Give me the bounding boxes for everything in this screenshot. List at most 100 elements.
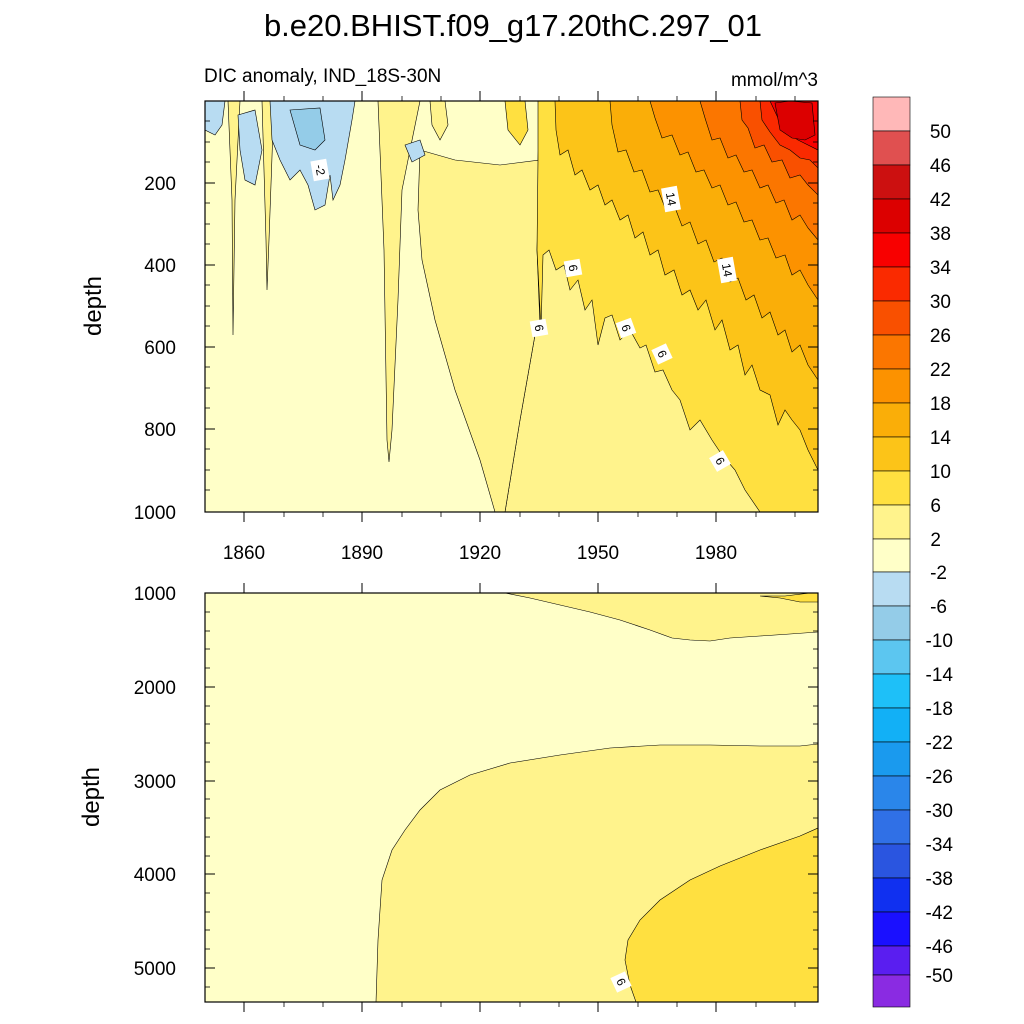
svg-text:-2: -2 bbox=[312, 164, 328, 177]
upper-ytick-200: 200 bbox=[144, 174, 176, 195]
colorbar-box-p30 bbox=[872, 266, 911, 302]
colorbar-label-m30: -30 bbox=[926, 801, 953, 822]
lower-ytick-2000: 2000 bbox=[134, 678, 176, 699]
colorbar-box-p18 bbox=[872, 368, 911, 404]
colorbar-box-m6 bbox=[872, 571, 911, 607]
colorbar-box-p26 bbox=[872, 300, 911, 336]
band-upper-m6-b bbox=[205, 101, 226, 136]
band-lower-p6-deep bbox=[624, 827, 818, 1002]
band-upper-m10 bbox=[289, 107, 326, 151]
colorbar-label-22: 22 bbox=[930, 360, 951, 381]
colorbar-box-m2 bbox=[872, 538, 911, 573]
colorbar-box-top bbox=[872, 96, 911, 132]
contour-label-m2: -2 bbox=[310, 158, 330, 182]
contour-label-lower-6: 6 bbox=[610, 971, 632, 993]
subtitle-units: mmol/m^3 bbox=[731, 70, 818, 91]
colorbar-label-14: 14 bbox=[930, 428, 952, 449]
band-upper-p2-blob-a bbox=[429, 101, 449, 141]
upper-ytick-800: 800 bbox=[144, 420, 176, 441]
colorbar-label-m46: -46 bbox=[926, 937, 953, 958]
svg-text:14: 14 bbox=[663, 191, 679, 207]
colorbar-box-m14 bbox=[872, 639, 911, 675]
lower-ytick-3000: 3000 bbox=[134, 772, 176, 793]
colorbar-label-10: 10 bbox=[930, 462, 951, 483]
band-upper-p2-spike-3 bbox=[261, 101, 275, 291]
colorbar-label-m38: -38 bbox=[926, 869, 953, 890]
colorbar-box-p14 bbox=[872, 402, 911, 438]
colorbar-box-m18 bbox=[872, 673, 911, 709]
svg-text:14: 14 bbox=[719, 262, 735, 278]
colorbar-label-m2: -2 bbox=[930, 563, 947, 584]
band-upper-p2-spike-2 bbox=[227, 101, 241, 336]
colorbar-box-p6 bbox=[872, 470, 911, 506]
lower-ytick-5000: 5000 bbox=[134, 959, 176, 980]
band-upper-p2-spike-1 bbox=[377, 101, 421, 463]
contour-label-6-e: 6 bbox=[709, 450, 731, 472]
upper-minor-ticks bbox=[205, 96, 818, 517]
colorbar-label-m18: -18 bbox=[926, 699, 953, 720]
contour-label-14-b: 14 bbox=[717, 256, 737, 284]
colorbar-box-m22 bbox=[872, 707, 911, 743]
colorbar-box-m42 bbox=[872, 877, 911, 913]
upper-plot-frame bbox=[204, 100, 819, 513]
figure-title: b.e20.BHIST.f09_g17.20thC.297_01 bbox=[264, 8, 762, 43]
colorbar-label-50: 50 bbox=[930, 122, 951, 143]
colorbar-box-p46 bbox=[872, 130, 911, 166]
colorbar-box-p42 bbox=[872, 164, 911, 200]
lower-ytick-1000: 1000 bbox=[134, 584, 176, 605]
colorbar-label-m10: -10 bbox=[926, 631, 953, 652]
svg-text:6: 6 bbox=[618, 322, 634, 333]
colorbar-label-6: 6 bbox=[930, 496, 941, 517]
band-upper-m6-c bbox=[237, 109, 263, 186]
band-upper-m6-d bbox=[404, 139, 426, 163]
xtick-1920: 1920 bbox=[459, 543, 501, 564]
colorbar-box-m10 bbox=[872, 605, 911, 641]
upper-axis-ticks bbox=[205, 91, 818, 522]
colorbar-box-m38 bbox=[872, 843, 911, 879]
colorbar-box-m50 bbox=[872, 945, 911, 976]
colorbar-box-p10 bbox=[872, 436, 911, 472]
colorbar-label-m14: -14 bbox=[926, 665, 954, 686]
colorbar-box-m34 bbox=[872, 809, 911, 845]
colorbar-label-m22: -22 bbox=[926, 733, 953, 754]
upper-panel: 200 400 600 800 1000 1860 1890 1920 1950… bbox=[80, 91, 819, 564]
colorbar-label-m26: -26 bbox=[926, 767, 953, 788]
svg-text:6: 6 bbox=[566, 263, 581, 272]
colorbar-box-bottom bbox=[872, 974, 911, 1008]
colorbar-label-30: 30 bbox=[930, 292, 951, 313]
upper-ytick-400: 400 bbox=[144, 256, 176, 277]
xtick-1890: 1890 bbox=[341, 543, 383, 564]
colorbar-box-p22 bbox=[872, 334, 911, 370]
colorbar-label-2: 2 bbox=[930, 530, 941, 551]
band-upper-p2-region bbox=[417, 149, 541, 512]
colorbar-label-38: 38 bbox=[930, 224, 951, 245]
colorbar-label-m6: -6 bbox=[930, 597, 947, 618]
colorbar-box-m26 bbox=[872, 741, 911, 777]
lower-ylabel: depth bbox=[78, 767, 105, 827]
band-lower-p2-top bbox=[504, 593, 818, 642]
xtick-1860: 1860 bbox=[223, 543, 265, 564]
svg-text:6: 6 bbox=[532, 323, 547, 332]
contour-label-6-a: 6 bbox=[563, 258, 583, 278]
colorbar-label-26: 26 bbox=[930, 326, 951, 347]
contour-label-6-b: 6 bbox=[529, 318, 549, 338]
colorbar: 50 46 42 38 34 30 26 22 18 14 10 6 2 -2 … bbox=[872, 96, 954, 1008]
colorbar-label-42: 42 bbox=[930, 190, 951, 211]
lower-axis-ticks bbox=[205, 583, 818, 1012]
colorbar-label-m50: -50 bbox=[926, 966, 953, 987]
upper-ytick-1000: 1000 bbox=[134, 503, 176, 524]
colorbar-box-m30 bbox=[872, 775, 911, 811]
colorbar-box-p34 bbox=[872, 232, 911, 268]
lower-minor-ticks bbox=[205, 611, 818, 1007]
colorbar-box-p2 bbox=[872, 504, 911, 540]
colorbar-label-m42: -42 bbox=[926, 903, 953, 924]
band-lower-p6-top bbox=[759, 593, 818, 603]
contour-label-14-a: 14 bbox=[661, 185, 681, 213]
colorbar-box-m46 bbox=[872, 911, 911, 947]
colorbar-label-34: 34 bbox=[930, 258, 952, 279]
lower-panel: 1000 2000 3000 4000 5000 depth 6 bbox=[78, 583, 819, 1012]
band-upper-m6 bbox=[269, 101, 356, 211]
subtitle-variable: DIC anomaly, IND_18S-30N bbox=[204, 66, 441, 87]
band-upper-p6-blob-b bbox=[504, 101, 529, 146]
